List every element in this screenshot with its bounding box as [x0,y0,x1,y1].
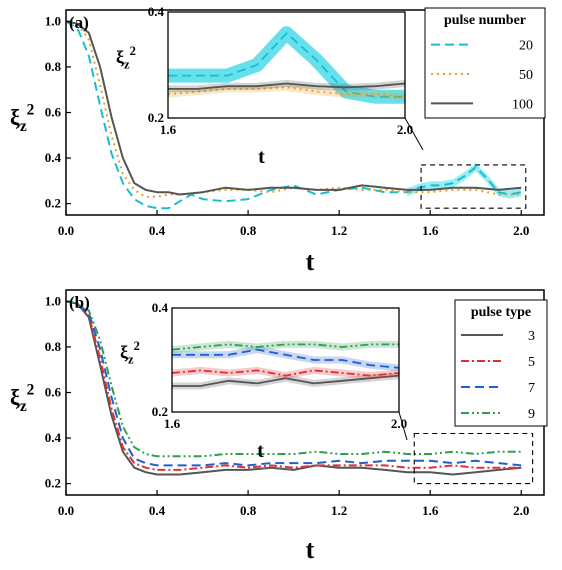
inset-y-axis-label-base: ξ [116,47,124,68]
inset-frame [171,307,400,413]
inset-line-20 [168,32,405,98]
inset-y-axis-label: ξz2 [120,339,140,367]
x-tick-label: 0.8 [240,223,257,238]
y-tick-label: 0.2 [45,196,61,211]
x-tick-label: 0.0 [58,503,74,518]
inset-y-tick-label: 0.4 [152,300,169,315]
legend-label-7: 7 [528,381,535,396]
inset-frame [167,11,406,119]
inset-line-100 [168,82,406,90]
legend-frame [454,299,548,427]
y-axis-label-sub: z [20,398,27,415]
x-tick-label: 1.6 [422,223,439,238]
inset-x-tick-label: 2.0 [397,122,413,137]
x-tick-label: 2.0 [513,223,529,238]
legend: pulse type 3 5 7 9 [454,299,548,427]
y-tick-label: 0.6 [45,105,62,120]
x-tick-label: 0.8 [240,503,257,518]
legend-label-20: 20 [519,39,533,54]
zoom-arrow [404,117,424,151]
legend-label-9: 9 [528,407,535,422]
x-tick-label: 1.6 [422,503,439,518]
zoom-region-box [420,164,527,209]
y-axis-label-sub: z [20,118,27,135]
inset-b: 1.6 2.0 0.2 0.4 t [152,300,407,462]
y-axis-label-base: ξ [10,385,20,410]
y-tick-label: 0.8 [45,339,62,354]
legend-title: pulse type [471,305,531,320]
y-axis-label-base: ξ [10,105,20,130]
inset-y-tick-label: 0.2 [152,404,168,419]
inset-x-tick-label: 1.6 [160,122,177,137]
series-line-7 [65,300,522,467]
inset-y-tick-label: 0.2 [148,110,164,125]
y-tick-label: 0.2 [45,476,61,491]
series-line-100 [65,20,522,196]
y-tick-label: 0.6 [45,385,62,400]
x-tick-label: 2.0 [513,503,529,518]
inset-y-axis-label-sup: 2 [130,44,136,58]
panel-a: 0.0 0.4 0.8 1.2 1.6 2.0 0.2 0.4 0.6 0.8 1.0 t (a) [45,9,545,276]
legend-frame [424,7,546,119]
y-tick-label: 0.4 [45,150,62,165]
inset-line-9 [171,343,399,351]
legend-label-50: 50 [519,68,533,83]
x-tick-label: 0.0 [58,223,74,238]
y-tick-label: 1.0 [45,13,61,28]
y-tick-label: 0.8 [45,59,62,74]
inset-x-axis-label: t [257,440,264,462]
legend-label-100: 100 [512,97,533,112]
inset-x-tick-label: 2.0 [391,416,407,431]
y-axis-label-sup: 2 [27,382,35,399]
zoom-region-box [413,432,534,485]
panel-label: (b) [69,293,90,312]
zoom-arrow [398,411,408,441]
legend: pulse number 20 50 100 [424,7,546,119]
inset-line-5 [171,369,400,377]
inset-background [172,308,399,412]
x-tick-label: 0.4 [149,503,166,518]
inset-x-tick-label: 1.6 [164,416,181,431]
x-tick-label: 1.2 [331,223,347,238]
x-axis-label: t [306,247,315,276]
inset-x-axis-label: t [258,146,265,168]
legend-label-3: 3 [528,329,535,344]
panel-b: 0.0 0.4 0.8 1.2 1.6 2.0 0.2 0.4 0.6 0.8 1.0 t (b) [45,289,545,564]
legend-title: pulse number [444,13,526,28]
legend-label-5: 5 [528,355,535,370]
inset-line-7 [172,348,400,369]
y-axis-label: ξz2 [10,102,35,136]
inset-y-axis-label-sub: z [124,57,130,71]
y-tick-label: 1.0 [45,293,61,308]
series-line-3 [65,300,522,476]
y-axis-label-sup: 2 [27,102,35,119]
x-tick-label: 1.2 [331,503,347,518]
series-line-50 [65,20,522,198]
x-tick-label: 0.4 [149,223,166,238]
inset-y-tick-label: 0.4 [148,4,165,19]
series-line-9 [65,300,522,458]
inset-line-3 [172,374,400,387]
inset-y-axis-label-sub: z [128,352,134,366]
inset-y-axis-label-base: ξ [120,342,128,363]
series-line-5 [65,300,522,471]
panel-label: (a) [69,13,89,32]
inset-line-50 [167,86,406,98]
x-axis-label: t [306,535,315,564]
inset-a: 1.6 2.0 0.2 0.4 t [148,4,413,168]
inset-y-axis-label: ξz2 [116,44,136,72]
inset-y-axis-label-sup: 2 [134,339,140,353]
y-tick-label: 0.4 [45,430,62,445]
y-axis-label: ξz2 [10,382,35,416]
series-20-band [407,163,522,199]
